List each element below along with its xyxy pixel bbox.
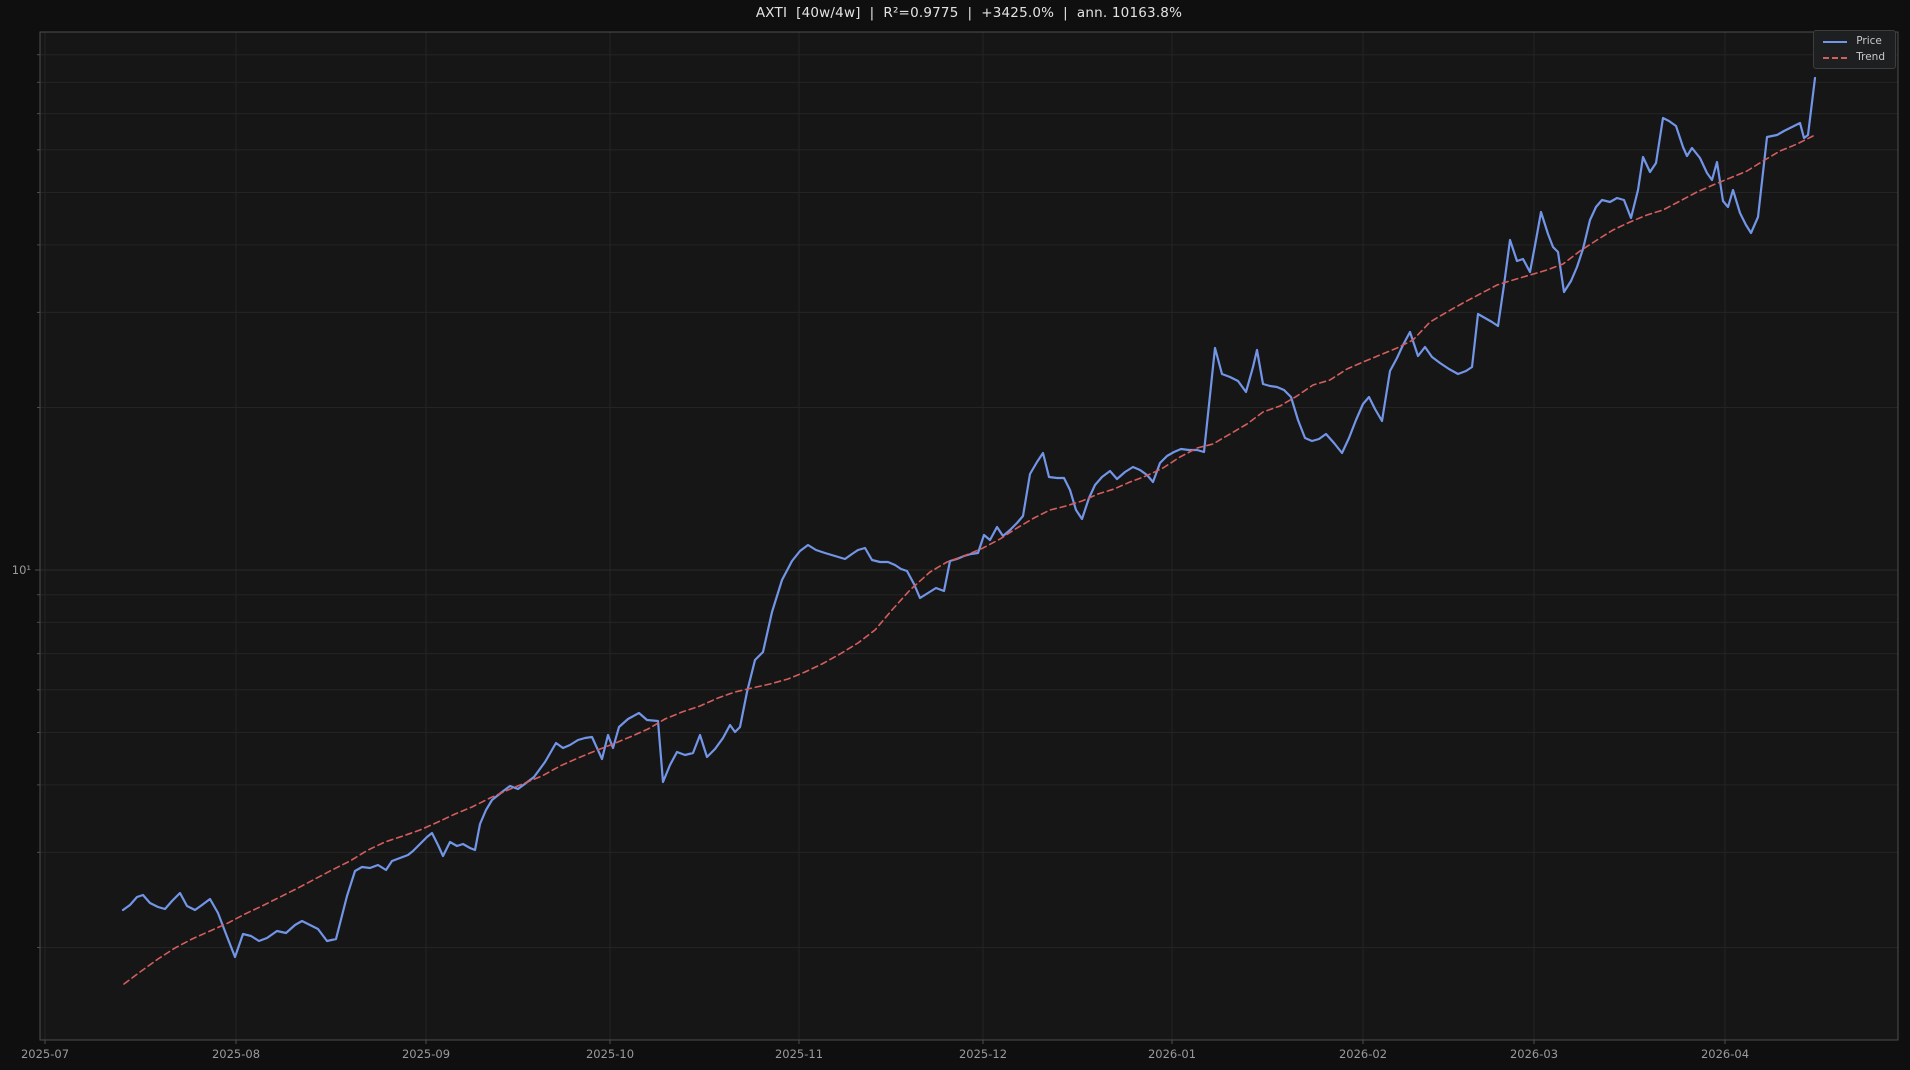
x-tick-label: 2025-11 — [775, 1047, 823, 1061]
trend-line-swatch-icon — [1823, 56, 1848, 59]
x-tick-label: 2025-09 — [402, 1047, 450, 1061]
plot-background — [40, 32, 1898, 1040]
x-tick-label: 2026-04 — [1701, 1047, 1749, 1061]
tick-marks — [35, 54, 1726, 1044]
x-tick-label: 2026-02 — [1339, 1047, 1387, 1061]
x-tick-label: 2025-07 — [21, 1047, 69, 1061]
chart-title: AXTI [40w/4w] | R²=0.9775 | +3425.0% | a… — [755, 5, 1183, 21]
price-line — [121, 76, 1817, 959]
y-tick-label: 10¹ — [12, 563, 31, 577]
axes-spines — [39, 31, 1899, 1041]
gridlines — [40, 32, 1898, 1040]
legend-label-trend: Trend — [1856, 51, 1885, 63]
tick-labels: 2025-07 2025-08 2025-09 2025-10 2025-11 2025-… — [12, 563, 1749, 1061]
x-tick-label: 2025-10 — [586, 1047, 634, 1061]
x-tick-label: 2025-12 — [959, 1047, 1007, 1061]
legend-item-trend: Trend — [1823, 52, 1885, 63]
trend-line — [123, 135, 1814, 985]
x-tick-label: 2026-03 — [1510, 1047, 1558, 1061]
x-tick-label: 2025-08 — [212, 1047, 260, 1061]
legend-label-price: Price — [1856, 35, 1882, 47]
price-line-swatch-icon — [1823, 40, 1848, 43]
x-tick-label: 2026-01 — [1148, 1047, 1196, 1061]
legend-item-price: Price — [1823, 36, 1885, 47]
legend[interactable]: Price Trend — [1813, 30, 1896, 69]
